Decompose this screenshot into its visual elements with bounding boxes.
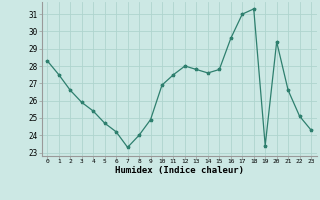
X-axis label: Humidex (Indice chaleur): Humidex (Indice chaleur) [115,166,244,175]
